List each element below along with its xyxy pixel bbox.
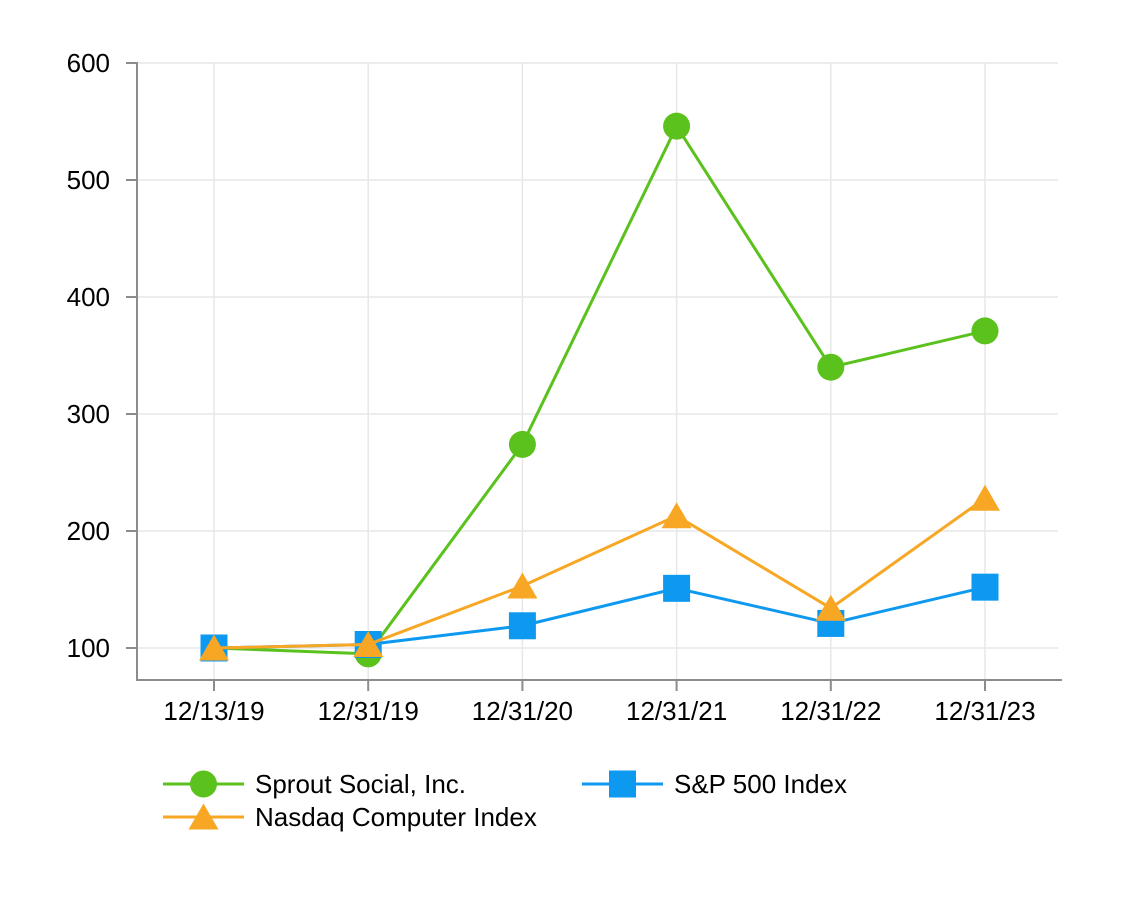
triangle-marker-icon: [815, 594, 846, 621]
series-line: [213, 123, 986, 656]
circle-marker-icon: [663, 112, 691, 140]
y-tick-label: 300: [67, 399, 110, 429]
x-tick-label: 12/31/19: [318, 696, 419, 726]
triangle-marker-icon: [199, 634, 229, 661]
series-line: [213, 497, 986, 650]
circle-marker-icon: [163, 770, 244, 798]
triangle-marker-icon: [353, 630, 384, 657]
legend-item-sp500: S&P 500 Index: [582, 767, 847, 801]
legend-label-sprout-social: Sprout Social, Inc.: [255, 769, 466, 799]
y-tick-label: 100: [67, 633, 110, 663]
circle-marker-icon: [971, 317, 999, 345]
legend-label-nasdaq-computer: Nasdaq Computer Index: [255, 802, 537, 832]
x-tick-label: 12/31/21: [626, 696, 727, 726]
y-tick-label: 400: [67, 282, 110, 312]
triangle-marker-icon: [970, 484, 1000, 511]
x-tick-label: 12/31/23: [934, 696, 1035, 726]
circle-marker-icon: [508, 430, 536, 458]
series-line: [213, 585, 986, 650]
legend-item-sprout-social: Sprout Social, Inc.: [163, 767, 466, 801]
y-tick-label: 500: [67, 165, 110, 195]
square-marker-icon: [582, 770, 663, 798]
chart-plot-area: 100 200 300 400 500 600 12/13/19 12/31/19 12/31/…: [67, 48, 1062, 726]
triangle-marker-icon: [661, 502, 692, 529]
triangle-marker-icon: [507, 572, 538, 599]
square-marker-icon: [663, 574, 691, 602]
circle-marker-icon: [190, 770, 217, 798]
y-tick-label: 200: [67, 516, 110, 546]
series-nasdaq-computer-index: [199, 484, 1000, 661]
square-marker-icon: [609, 770, 636, 798]
series-sprout-social-inc: [200, 112, 999, 668]
x-tick-label: 12/13/19: [163, 696, 264, 726]
legend-label-sp500: S&P 500 Index: [674, 769, 847, 799]
legend-item-nasdaq-computer: Nasdaq Computer Index: [163, 800, 537, 834]
y-tick-label: 600: [67, 48, 110, 78]
triangle-marker-icon: [188, 803, 219, 830]
square-marker-icon: [971, 573, 999, 601]
x-tick-label: 12/31/22: [780, 696, 881, 726]
x-tick-label: 12/31/20: [472, 696, 573, 726]
triangle-marker-icon: [163, 803, 244, 830]
square-marker-icon: [508, 612, 536, 640]
circle-marker-icon: [817, 353, 845, 381]
